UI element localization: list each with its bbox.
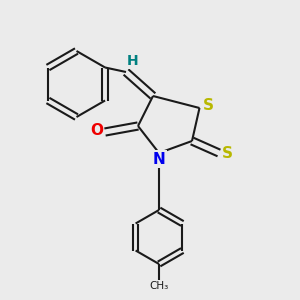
Text: S: S — [202, 98, 213, 113]
Text: CH₃: CH₃ — [149, 281, 169, 291]
Text: N: N — [153, 152, 165, 166]
Text: O: O — [90, 123, 103, 138]
Text: H: H — [127, 54, 138, 68]
Text: S: S — [222, 146, 233, 160]
